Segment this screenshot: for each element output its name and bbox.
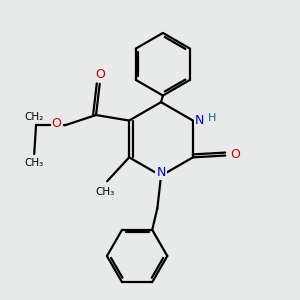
Text: H: H [208, 112, 216, 123]
Text: O: O [231, 148, 241, 161]
Text: CH₃: CH₃ [96, 187, 115, 196]
Text: N: N [156, 166, 166, 179]
Text: CH₂: CH₂ [25, 112, 44, 122]
Text: CH₃: CH₃ [25, 158, 44, 168]
Text: N: N [195, 114, 204, 127]
Text: O: O [95, 68, 105, 81]
Text: O: O [52, 117, 61, 130]
